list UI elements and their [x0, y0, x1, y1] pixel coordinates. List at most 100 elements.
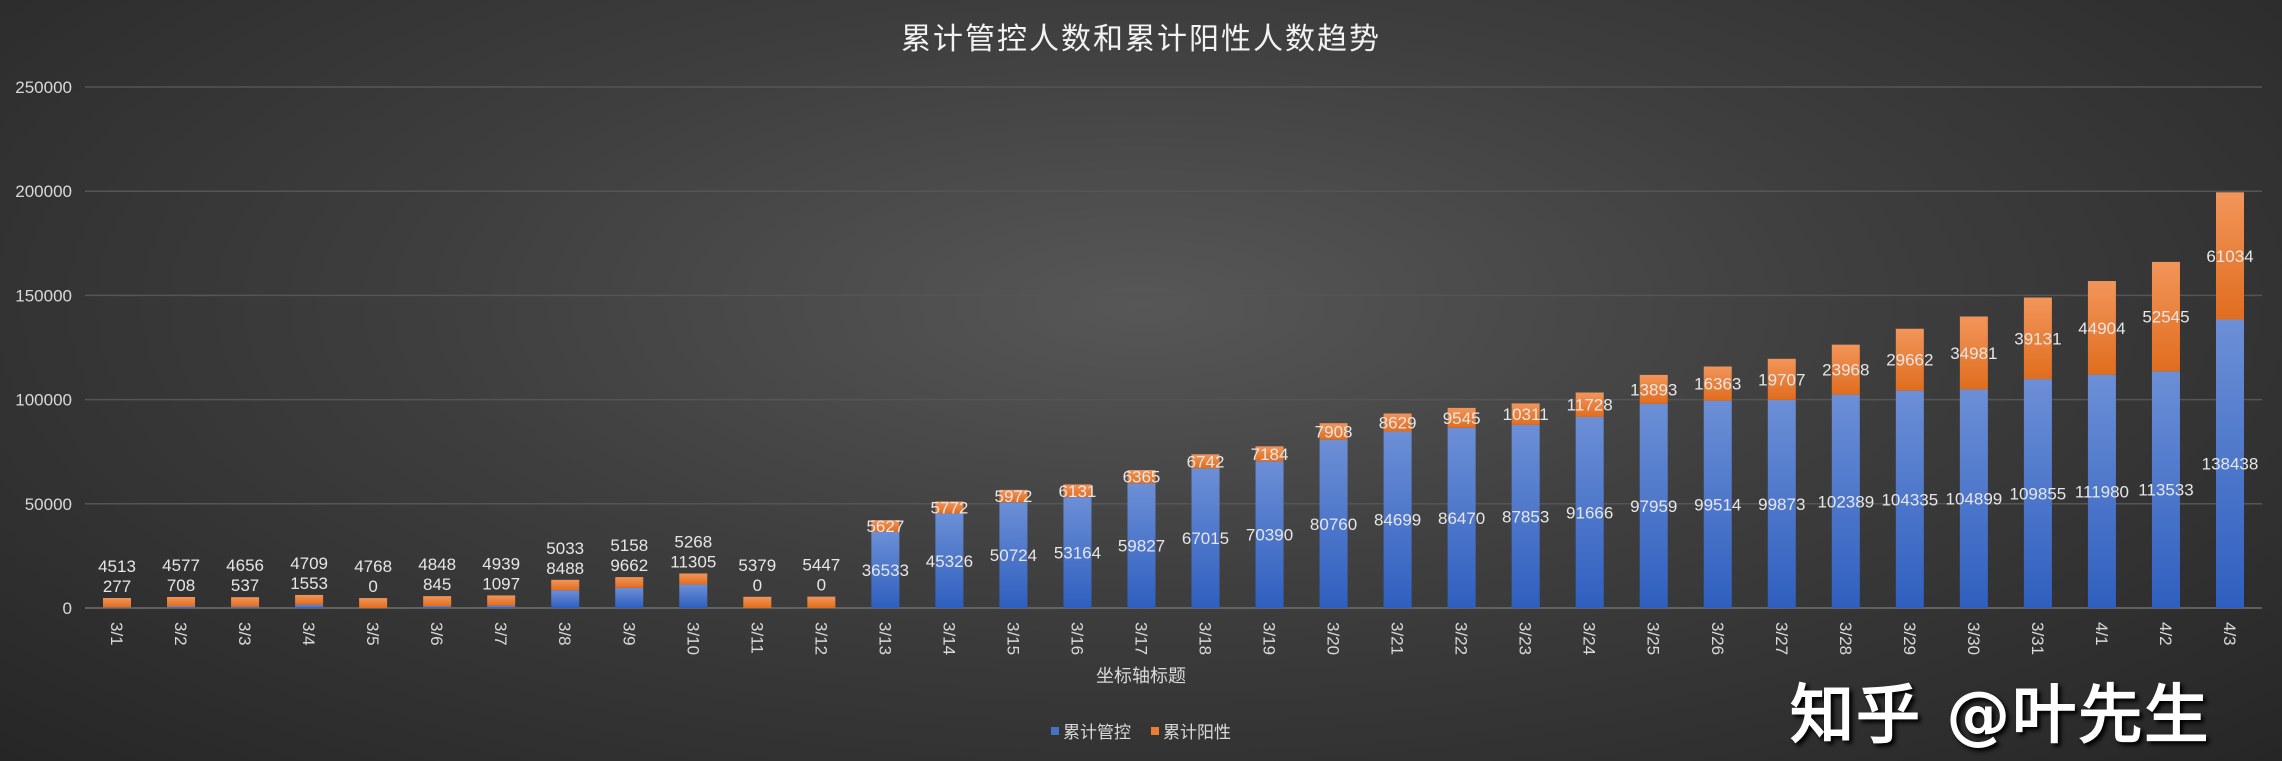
bar-control	[1191, 468, 1220, 608]
x-tick-label: 4/3	[2220, 622, 2239, 646]
bar-control	[615, 587, 644, 608]
data-label-control: 537	[231, 576, 259, 595]
bar-control	[2087, 374, 2116, 608]
bar-control	[231, 606, 260, 608]
bar-control	[1447, 427, 1476, 608]
x-tick-label: 3/4	[299, 622, 318, 646]
bar-positive	[1383, 413, 1412, 432]
data-label-positive: 4848	[418, 555, 456, 574]
bar-positive	[1767, 358, 1796, 400]
data-label-control: 99873	[1758, 495, 1805, 514]
data-label-control: 53164	[1054, 544, 1101, 563]
y-tick-label: 100000	[15, 391, 72, 410]
data-label-positive: 34981	[1950, 344, 1997, 363]
data-label-control: 80760	[1310, 515, 1357, 534]
x-tick-label: 3/11	[747, 622, 766, 654]
data-label-control: 104335	[1881, 490, 1938, 509]
bar-positive	[743, 596, 772, 608]
data-label-control: 86470	[1438, 509, 1485, 528]
bar-positive	[2215, 192, 2244, 320]
y-tick-label: 0	[63, 599, 72, 618]
x-tick-label: 4/1	[2092, 622, 2111, 646]
data-label-positive: 10311	[1503, 405, 1549, 424]
bar-control	[1959, 389, 1988, 608]
data-label-control: 0	[753, 576, 762, 595]
data-label-positive: 29662	[1886, 351, 1933, 370]
chart-title: 累计管控人数和累计阳性人数趋势	[901, 22, 1381, 57]
data-label-control: 11305	[670, 552, 716, 571]
bar-positive	[103, 598, 132, 608]
data-label-control: 36533	[862, 561, 909, 580]
bar-positive	[359, 598, 388, 608]
data-label-positive: 4513	[98, 557, 136, 576]
x-tick-label: 3/20	[1324, 622, 1343, 655]
data-label-positive: 6131	[1059, 482, 1097, 501]
data-label-positive: 52545	[2142, 308, 2189, 327]
bar-control	[423, 606, 452, 608]
bar-positive	[1319, 423, 1348, 440]
data-label-positive: 19707	[1758, 370, 1805, 389]
y-tick-label: 150000	[15, 286, 72, 305]
watermark: 知乎 @叶先生	[1790, 679, 2211, 753]
legend-item-control: 累计管控	[1051, 718, 1131, 743]
x-axis-title: 坐标轴标题	[1096, 666, 1186, 687]
bar-positive	[1255, 446, 1284, 462]
x-tick-label: 3/22	[1452, 622, 1471, 655]
bar-control	[1255, 461, 1284, 608]
bar-positive	[1127, 470, 1156, 484]
bar-positive	[2023, 297, 2052, 380]
data-label-positive: 23968	[1822, 361, 1869, 380]
bar-positive	[1191, 454, 1220, 469]
x-tick-label: 4/2	[2156, 622, 2175, 646]
x-tick-label: 3/16	[1067, 622, 1086, 655]
data-label-control: 8488	[546, 559, 584, 578]
x-tick-label: 3/29	[1900, 622, 1919, 655]
legend-swatch-orange	[1151, 726, 1159, 735]
y-tick-label: 250000	[15, 78, 72, 97]
bar-control	[1639, 403, 1668, 608]
data-label-control: 845	[423, 575, 451, 594]
bar-control	[1063, 497, 1092, 608]
data-label-positive: 44904	[2078, 319, 2125, 338]
bar-control	[103, 607, 132, 608]
x-tick-label: 3/1	[107, 622, 126, 646]
data-label-positive: 4709	[290, 554, 328, 573]
x-tick-label: 3/30	[1964, 622, 1983, 655]
data-label-control: 0	[368, 577, 377, 596]
data-label-positive: 4656	[226, 556, 264, 575]
bar-positive	[1639, 374, 1668, 404]
data-label-control: 59827	[1118, 537, 1165, 556]
bar-positive	[295, 594, 324, 605]
data-label-positive: 5268	[674, 532, 712, 551]
data-label-control: 67015	[1182, 529, 1229, 548]
x-tick-label: 3/8	[555, 622, 574, 646]
bar-control	[1575, 416, 1604, 608]
data-label-positive: 4577	[162, 556, 200, 575]
bar-control	[1895, 390, 1924, 608]
y-tick-label: 200000	[15, 182, 72, 201]
x-tick-label: 3/6	[427, 622, 446, 646]
x-tick-label: 3/28	[1836, 622, 1855, 655]
data-label-positive: 4768	[354, 557, 392, 576]
x-tick-label: 3/13	[875, 622, 894, 655]
legend: 累计管控 累计阳性	[0, 718, 2282, 743]
data-label-positive: 61034	[2206, 247, 2253, 266]
bar-positive	[807, 596, 836, 608]
data-label-control: 109855	[2010, 485, 2067, 504]
data-label-control: 1553	[290, 574, 328, 593]
bar-positive	[1959, 316, 1988, 390]
bar-control	[1127, 483, 1156, 608]
bar-control	[487, 605, 516, 608]
data-label-control: 138438	[2202, 455, 2259, 474]
data-label-control: 45326	[926, 552, 973, 571]
data-label-control: 70390	[1246, 526, 1293, 545]
bar-control	[2023, 379, 2052, 608]
data-label-positive: 5627	[866, 517, 904, 536]
data-label-positive: 7908	[1315, 422, 1353, 441]
bar-positive	[999, 489, 1028, 503]
bar-control	[2215, 319, 2244, 608]
x-tick-label: 3/9	[619, 622, 638, 646]
bar-positive	[2151, 261, 2180, 372]
bar-positive	[2087, 281, 2116, 375]
bar-positive	[167, 596, 196, 607]
